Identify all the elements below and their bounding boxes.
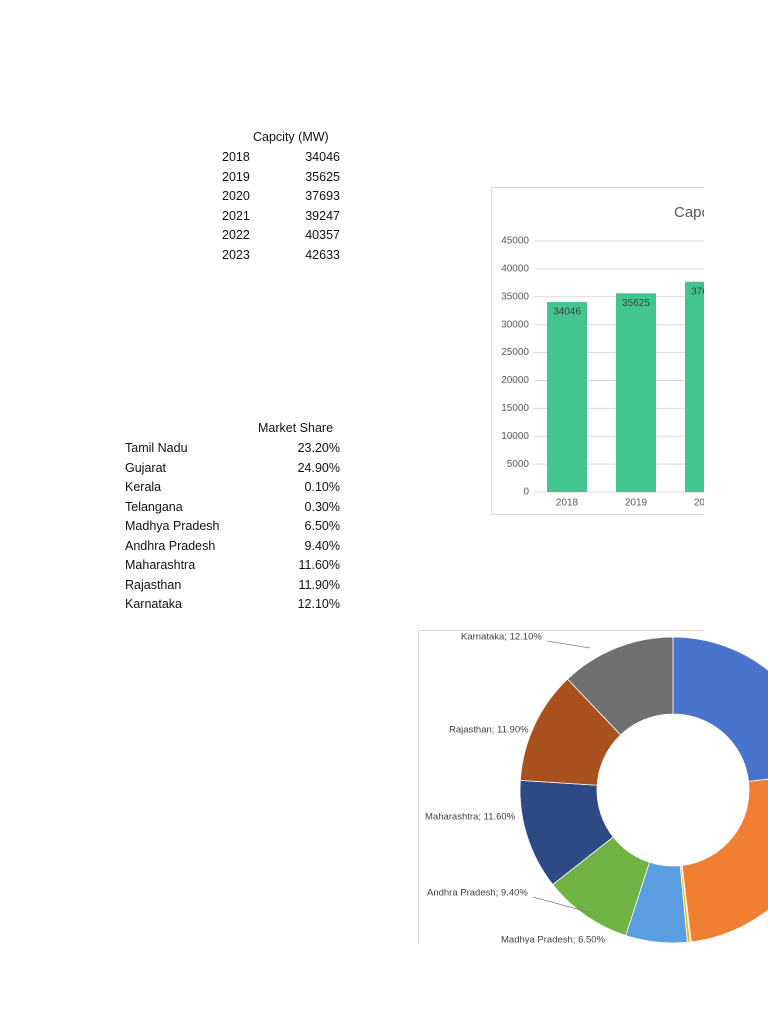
donut-chart-frame: Madhya Pradesh; 6.50% Andhra Pradesh; 9.4… <box>418 630 768 944</box>
capacity-cell: 34046 <box>305 150 340 164</box>
share-cell: 0.30% <box>304 499 340 514</box>
donut-slice <box>672 636 768 782</box>
donut-slice <box>681 778 768 943</box>
year-cell: 2021 <box>222 208 250 223</box>
state-cell: Telangana <box>125 499 183 514</box>
y-tick-label: 15000 <box>501 403 529 414</box>
y-tick-label: 35000 <box>501 291 529 302</box>
bar <box>616 293 656 492</box>
y-tick-label: 20000 <box>501 375 529 386</box>
state-cell: Tamil Nadu <box>125 441 188 455</box>
slice-label: Maharashtra; 11.60% <box>425 812 516 823</box>
x-tick-label: 2019 <box>625 498 648 509</box>
state-cell: Kerala <box>125 480 162 494</box>
year-cell: 2018 <box>222 150 250 164</box>
state-cell: Andhra Pradesh <box>125 538 216 553</box>
year-cell: 2020 <box>222 189 250 203</box>
x-tick-label: 2018 <box>556 498 579 509</box>
state-cell: Gujarat <box>125 460 166 475</box>
state-cell: Karnataka <box>125 597 182 611</box>
table-header: Capcity (MW) <box>253 130 329 144</box>
y-tick-label: 5000 <box>507 459 530 470</box>
slice-label: Madhya Pradesh; 6.50% <box>501 935 606 944</box>
y-tick-label: 25000 <box>501 347 529 358</box>
capacity-cell: 35625 <box>305 169 340 184</box>
chart-title: Capcity (MW) <box>674 204 704 221</box>
y-tick-label: 45000 <box>501 236 529 247</box>
state-cell: Maharashtra <box>125 558 196 572</box>
bar <box>685 281 704 492</box>
bar <box>547 302 587 492</box>
share-cell: 24.90% <box>297 460 340 475</box>
slice-label: Karnataka; 12.10% <box>461 632 542 643</box>
capacity-cell: 40357 <box>305 228 340 242</box>
capacity-cell: 37693 <box>305 189 340 203</box>
data-label: 34046 <box>553 307 581 318</box>
share-cell: 9.40% <box>304 538 340 553</box>
table-header: Market Share <box>258 421 334 435</box>
leader-line <box>532 896 589 913</box>
y-tick-label: 10000 <box>501 431 529 442</box>
share-cell: 6.50% <box>304 519 340 533</box>
x-tick-label: 2020 <box>694 498 704 509</box>
capacity-cell: 39247 <box>305 208 340 223</box>
year-cell: 2023 <box>222 247 250 262</box>
state-cell: Rajasthan <box>125 577 182 592</box>
y-tick-label: 0 <box>523 487 529 498</box>
y-tick-label: 40000 <box>501 264 529 275</box>
share-cell: 0.10% <box>304 480 340 494</box>
data-label: 37693 <box>691 286 704 297</box>
share-cell: 11.60% <box>298 558 340 572</box>
y-tick-label: 30000 <box>501 319 529 330</box>
year-cell: 2022 <box>222 228 250 242</box>
donut-slice <box>567 636 674 736</box>
donut-chart: Madhya Pradesh; 6.50% Andhra Pradesh; 9.4… <box>418 630 768 944</box>
bar-chart-frame: Capcity (MW) 0 5000 10000 15000 20000 25000 300… <box>491 187 704 515</box>
capacity-cell: 42633 <box>305 247 340 262</box>
slice-label: Andhra Pradesh; 9.40% <box>427 888 528 899</box>
slice-label: Rajasthan; 11.90% <box>449 725 529 736</box>
share-cell: 12.10% <box>297 597 340 611</box>
leader-line <box>546 640 591 649</box>
data-label: 35625 <box>622 298 650 309</box>
bar-chart: Capcity (MW) 0 5000 10000 15000 20000 25000 300… <box>501 204 704 509</box>
share-cell: 11.90% <box>298 577 340 592</box>
share-cell: 23.20% <box>297 441 340 455</box>
year-cell: 2019 <box>222 169 250 184</box>
state-cell: Madhya Pradesh <box>125 519 220 533</box>
